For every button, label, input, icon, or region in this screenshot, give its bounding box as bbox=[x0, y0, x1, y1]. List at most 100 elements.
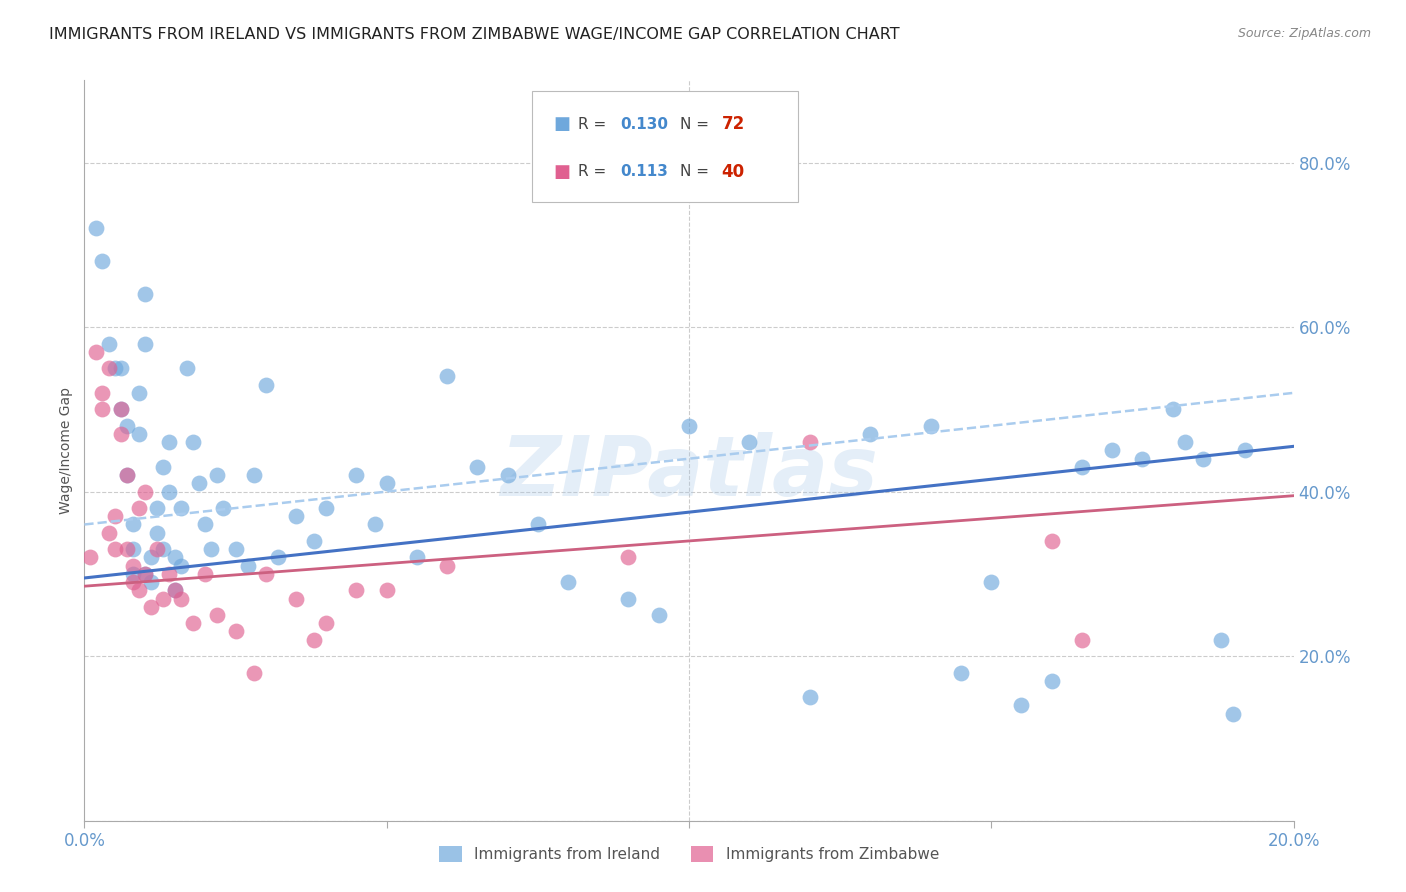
Point bbox=[165, 583, 187, 598]
Point bbox=[152, 459, 174, 474]
Point bbox=[104, 509, 127, 524]
Point bbox=[110, 427, 132, 442]
Point bbox=[496, 468, 519, 483]
Point bbox=[212, 501, 235, 516]
Point bbox=[406, 550, 429, 565]
Point bbox=[176, 361, 198, 376]
Point bbox=[363, 517, 385, 532]
Point bbox=[527, 517, 550, 532]
Point bbox=[799, 435, 821, 450]
Text: Source: ZipAtlas.com: Source: ZipAtlas.com bbox=[1237, 27, 1371, 40]
Point bbox=[121, 558, 143, 573]
Point bbox=[115, 468, 138, 483]
Point bbox=[980, 575, 1002, 590]
Point bbox=[678, 418, 700, 433]
Point bbox=[1192, 451, 1215, 466]
Point bbox=[139, 599, 162, 614]
Point bbox=[134, 287, 156, 301]
Point bbox=[1040, 533, 1063, 548]
Point bbox=[950, 665, 973, 680]
Point bbox=[194, 566, 217, 581]
Point bbox=[181, 616, 204, 631]
Point bbox=[617, 550, 640, 565]
Text: ■: ■ bbox=[554, 162, 571, 181]
Point bbox=[115, 418, 138, 433]
Point bbox=[146, 525, 169, 540]
Point bbox=[225, 542, 247, 557]
Point bbox=[254, 377, 277, 392]
Point bbox=[375, 583, 398, 598]
Point bbox=[121, 517, 143, 532]
Point bbox=[97, 525, 120, 540]
Point bbox=[134, 566, 156, 581]
Y-axis label: Wage/Income Gap: Wage/Income Gap bbox=[59, 387, 73, 514]
Point bbox=[285, 509, 308, 524]
Point bbox=[436, 369, 458, 384]
Point bbox=[170, 558, 193, 573]
Point bbox=[134, 484, 156, 499]
Point bbox=[346, 583, 368, 598]
Point bbox=[648, 607, 671, 622]
Point bbox=[1161, 402, 1184, 417]
Point bbox=[128, 583, 150, 598]
Point bbox=[97, 336, 120, 351]
Legend: Immigrants from Ireland, Immigrants from Zimbabwe: Immigrants from Ireland, Immigrants from… bbox=[433, 840, 945, 869]
Point bbox=[104, 542, 127, 557]
Point bbox=[375, 476, 398, 491]
Text: ■: ■ bbox=[554, 115, 571, 133]
Point bbox=[225, 624, 247, 639]
Point bbox=[165, 550, 187, 565]
Point bbox=[121, 542, 143, 557]
Text: IMMIGRANTS FROM IRELAND VS IMMIGRANTS FROM ZIMBABWE WAGE/INCOME GAP CORRELATION : IMMIGRANTS FROM IRELAND VS IMMIGRANTS FR… bbox=[49, 27, 900, 42]
Point bbox=[121, 566, 143, 581]
Point bbox=[1011, 698, 1033, 713]
Point bbox=[188, 476, 211, 491]
Point bbox=[110, 361, 132, 376]
Text: N =: N = bbox=[681, 164, 714, 179]
Point bbox=[86, 221, 108, 235]
Text: R =: R = bbox=[578, 164, 610, 179]
Point bbox=[157, 484, 180, 499]
Point bbox=[315, 616, 337, 631]
Text: 0.130: 0.130 bbox=[620, 117, 668, 132]
Point bbox=[1234, 443, 1257, 458]
Point bbox=[121, 575, 143, 590]
Point bbox=[1174, 435, 1197, 450]
Point bbox=[104, 361, 127, 376]
Point bbox=[302, 632, 325, 647]
Point bbox=[139, 575, 162, 590]
Point bbox=[254, 566, 277, 581]
Point bbox=[207, 607, 229, 622]
Text: 0.113: 0.113 bbox=[620, 164, 668, 179]
Point bbox=[86, 344, 108, 359]
Point bbox=[97, 361, 120, 376]
Point bbox=[170, 501, 193, 516]
Point bbox=[1040, 673, 1063, 688]
Point bbox=[1209, 632, 1232, 647]
Point bbox=[91, 385, 114, 400]
Point bbox=[799, 690, 821, 705]
Point bbox=[302, 533, 325, 548]
Point bbox=[236, 558, 259, 573]
Point bbox=[859, 427, 882, 442]
Point bbox=[91, 402, 114, 417]
Point bbox=[91, 254, 114, 268]
Point bbox=[115, 468, 138, 483]
Point bbox=[110, 402, 132, 417]
Point bbox=[920, 418, 942, 433]
Point bbox=[557, 575, 579, 590]
Point bbox=[146, 542, 169, 557]
Point bbox=[139, 550, 162, 565]
Point bbox=[152, 591, 174, 606]
Point bbox=[152, 542, 174, 557]
Text: R =: R = bbox=[578, 117, 610, 132]
Point bbox=[467, 459, 489, 474]
Text: 72: 72 bbox=[721, 115, 745, 133]
Point bbox=[1071, 632, 1094, 647]
Point bbox=[128, 501, 150, 516]
Point bbox=[110, 402, 132, 417]
Point bbox=[436, 558, 458, 573]
Point bbox=[267, 550, 290, 565]
Point bbox=[242, 468, 264, 483]
Point bbox=[285, 591, 308, 606]
